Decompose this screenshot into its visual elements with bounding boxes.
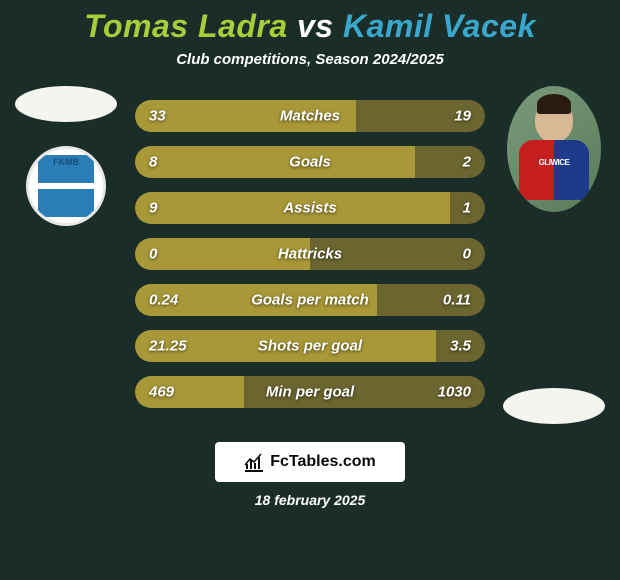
photo-person: GLIWICE bbox=[519, 98, 589, 208]
bar-label: Matches bbox=[280, 108, 340, 125]
page-title: Tomas Ladra vs Kamil Vacek bbox=[0, 8, 620, 45]
photo-hair bbox=[537, 94, 571, 114]
bar-value-right: 0 bbox=[463, 246, 471, 263]
bar-value-left: 469 bbox=[149, 384, 174, 401]
stat-bar: 9 Assists 1 bbox=[135, 192, 485, 224]
bar-value-left: 33 bbox=[149, 108, 166, 125]
stat-bar: 0.24 Goals per match 0.11 bbox=[135, 284, 485, 316]
stat-bar: 0 Hattricks 0 bbox=[135, 238, 485, 270]
bar-label: Shots per goal bbox=[258, 338, 362, 355]
stat-bar: 33 Matches 19 bbox=[135, 100, 485, 132]
bar-value-right: 0.11 bbox=[443, 292, 471, 309]
bar-value-left: 0.24 bbox=[149, 292, 178, 309]
stat-bars: 33 Matches 19 8 Goals 2 9 Assists 1 0 Hattricks 0 0.… bbox=[135, 100, 485, 408]
bar-value-right: 2 bbox=[463, 154, 471, 171]
left-column bbox=[11, 86, 121, 226]
bar-label: Goals per match bbox=[251, 292, 369, 309]
bar-value-left: 8 bbox=[149, 154, 157, 171]
player2-ellipse-placeholder bbox=[503, 388, 605, 424]
bar-value-left: 21.25 bbox=[149, 338, 187, 355]
bar-label: Goals bbox=[289, 154, 331, 171]
footer-date: 18 february 2025 bbox=[0, 492, 620, 508]
bar-value-right: 1030 bbox=[438, 384, 471, 401]
bar-value-right: 19 bbox=[454, 108, 471, 125]
main-row: 33 Matches 19 8 Goals 2 9 Assists 1 0 Hattricks 0 0.… bbox=[0, 86, 620, 424]
bar-value-right: 1 bbox=[463, 200, 471, 217]
player1-club-badge bbox=[26, 146, 106, 226]
bar-value-right: 3.5 bbox=[450, 338, 471, 355]
photo-head bbox=[535, 98, 573, 142]
brand-chart-icon bbox=[244, 452, 264, 472]
stat-bar: 21.25 Shots per goal 3.5 bbox=[135, 330, 485, 362]
bar-label: Assists bbox=[283, 200, 336, 217]
bar-label: Hattricks bbox=[278, 246, 342, 263]
stat-bar: 469 Min per goal 1030 bbox=[135, 376, 485, 408]
stat-bar: 8 Goals 2 bbox=[135, 146, 485, 178]
brand-text: FcTables.com bbox=[270, 453, 376, 471]
player2-name: Kamil Vacek bbox=[343, 8, 536, 44]
vs-text: vs bbox=[297, 8, 334, 44]
subtitle: Club competitions, Season 2024/2025 bbox=[0, 51, 620, 68]
bar-fill-left bbox=[135, 146, 415, 178]
player1-ellipse-placeholder bbox=[15, 86, 117, 122]
right-column: GLIWICE bbox=[499, 86, 609, 424]
club-badge-icon bbox=[38, 155, 94, 217]
bar-value-left: 9 bbox=[149, 200, 157, 217]
bar-value-left: 0 bbox=[149, 246, 157, 263]
jersey-text: GLIWICE bbox=[519, 158, 589, 167]
brand-badge: FcTables.com bbox=[215, 442, 405, 482]
bar-label: Min per goal bbox=[266, 384, 354, 401]
photo-jersey: GLIWICE bbox=[519, 140, 589, 200]
player2-photo: GLIWICE bbox=[507, 86, 601, 212]
comparison-card: Tomas Ladra vs Kamil Vacek Club competit… bbox=[0, 0, 620, 580]
player1-name: Tomas Ladra bbox=[84, 8, 287, 44]
